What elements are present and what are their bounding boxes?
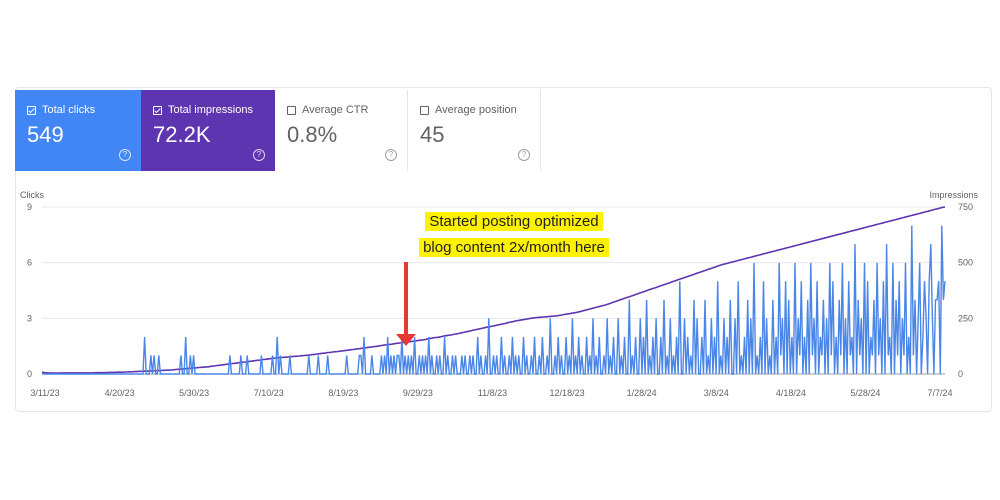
metric-value: 0.8% — [287, 122, 338, 147]
annotation-line-1: Started posting optimized — [425, 212, 603, 231]
metric-card-total-clicks[interactable]: Total clicks 549 ? — [15, 90, 141, 171]
help-icon[interactable]: ? — [518, 149, 530, 161]
metric-card-total-impressions[interactable]: Total impressions 72.2K ? — [141, 90, 275, 171]
checkbox-icon[interactable] — [27, 105, 36, 115]
checkbox-icon[interactable] — [287, 105, 296, 115]
metric-value: 549 — [27, 122, 64, 147]
metric-label: Total impressions — [168, 104, 253, 116]
annotation-line-2: blog content 2x/month here — [419, 238, 609, 257]
metric-value: 45 — [420, 122, 445, 147]
metric-value: 72.2K — [153, 122, 211, 147]
metric-card-average-position[interactable]: Average position 45 ? — [408, 90, 541, 171]
metric-card-average-ctr[interactable]: Average CTR 0.8% ? — [275, 90, 408, 171]
checkbox-icon[interactable] — [153, 105, 162, 115]
metric-label: Average CTR — [302, 104, 369, 116]
help-icon[interactable]: ? — [119, 149, 131, 161]
metric-label: Average position — [435, 104, 517, 116]
metric-label: Total clicks — [42, 104, 96, 116]
help-icon[interactable]: ? — [385, 149, 397, 161]
help-icon[interactable]: ? — [253, 149, 265, 161]
annotation-callout: Started posting optimized blog content 2… — [404, 209, 624, 261]
checkbox-icon[interactable] — [420, 105, 429, 115]
